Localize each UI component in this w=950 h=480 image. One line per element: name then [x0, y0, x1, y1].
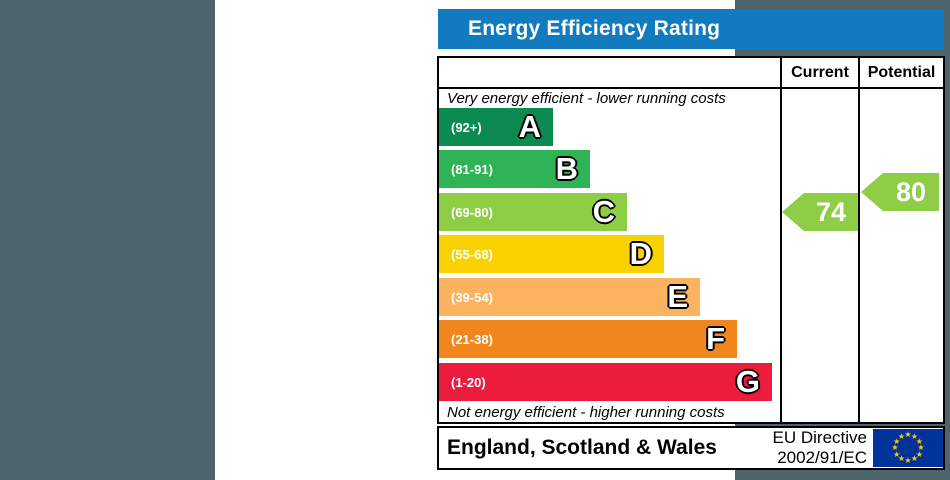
potential-rating-arrow-tip [861, 173, 883, 211]
eu-star-icon: ★ [910, 454, 919, 464]
region-label: England, Scotland & Wales [447, 436, 717, 459]
caption-not-efficient: Not energy efficient - higher running co… [447, 404, 725, 421]
eu-star-icon: ★ [897, 431, 906, 441]
eu-star-icon: ★ [904, 430, 912, 439]
column-divider-potential [858, 58, 860, 422]
caption-very-efficient: Very energy efficient - lower running co… [447, 90, 726, 107]
band-row-f: (21-38) F [439, 320, 737, 358]
column-divider-current [780, 58, 782, 422]
current-rating-arrow-tip [782, 193, 804, 231]
band-row-g: (1-20) G [439, 363, 772, 401]
band-range-label: (55-68) [451, 246, 493, 262]
footer-bar: England, Scotland & Wales EU Directive 2… [437, 426, 945, 470]
band-row-d: (55-68) D [439, 235, 664, 273]
rating-table: Current Potential Very energy efficient … [437, 56, 945, 424]
chart-panel: Energy Efficiency Rating Current Potenti… [215, 0, 945, 480]
current-rating-arrow: 74 [782, 193, 858, 231]
eu-star-icon: ★ [915, 436, 923, 446]
band-range-label: (1-20) [451, 374, 486, 390]
eu-directive-line2: 2002/91/EC [777, 448, 867, 467]
eu-star-icon: ★ [904, 456, 912, 465]
current-rating-arrow-body: 74 [804, 193, 858, 231]
band-range-label: (39-54) [451, 289, 493, 305]
band-range-label: (81-91) [451, 161, 493, 177]
band-letter: A [518, 109, 541, 144]
band-letter: E [667, 279, 688, 314]
eu-star-icon: ★ [915, 449, 923, 459]
band-letter: F [706, 321, 725, 356]
potential-rating-arrow: 80 [861, 173, 939, 211]
eu-star-icon: ★ [893, 436, 901, 446]
potential-rating-arrow-body: 80 [883, 173, 939, 211]
eu-star-icon: ★ [897, 454, 906, 464]
eu-star-icon: ★ [917, 443, 925, 452]
eu-directive-line1: EU Directive [772, 428, 867, 447]
band-letter: D [629, 236, 652, 271]
band-row-e: (39-54) E [439, 278, 700, 316]
band-range-label: (69-80) [451, 204, 493, 220]
band-letter: C [592, 194, 615, 229]
column-header-potential: Potential [867, 63, 936, 81]
band-letter: G [735, 364, 760, 399]
eu-star-icon: ★ [891, 443, 899, 452]
current-rating-value: 74 [815, 196, 847, 227]
band-row-a: (92+) A [439, 108, 553, 146]
band-row-c: (69-80) C [439, 193, 627, 231]
eu-flag-icon: ★ ★ ★ ★ ★ ★ ★ ★ ★ ★ ★ ★ [873, 429, 943, 467]
potential-rating-value: 80 [895, 176, 927, 207]
eu-star-icon: ★ [893, 449, 901, 459]
eu-star-icon: ★ [910, 431, 919, 441]
band-range-label: (92+) [451, 119, 482, 135]
band-range-label: (21-38) [451, 331, 493, 347]
eu-directive-label: EU Directive 2002/91/EC [755, 428, 867, 468]
band-row-b: (81-91) B [439, 150, 590, 188]
title-bar: Energy Efficiency Rating [438, 9, 944, 49]
column-header-current: Current [791, 63, 849, 81]
band-letter: B [555, 151, 578, 186]
page-title: Energy Efficiency Rating [468, 17, 721, 40]
header-divider [439, 87, 943, 89]
